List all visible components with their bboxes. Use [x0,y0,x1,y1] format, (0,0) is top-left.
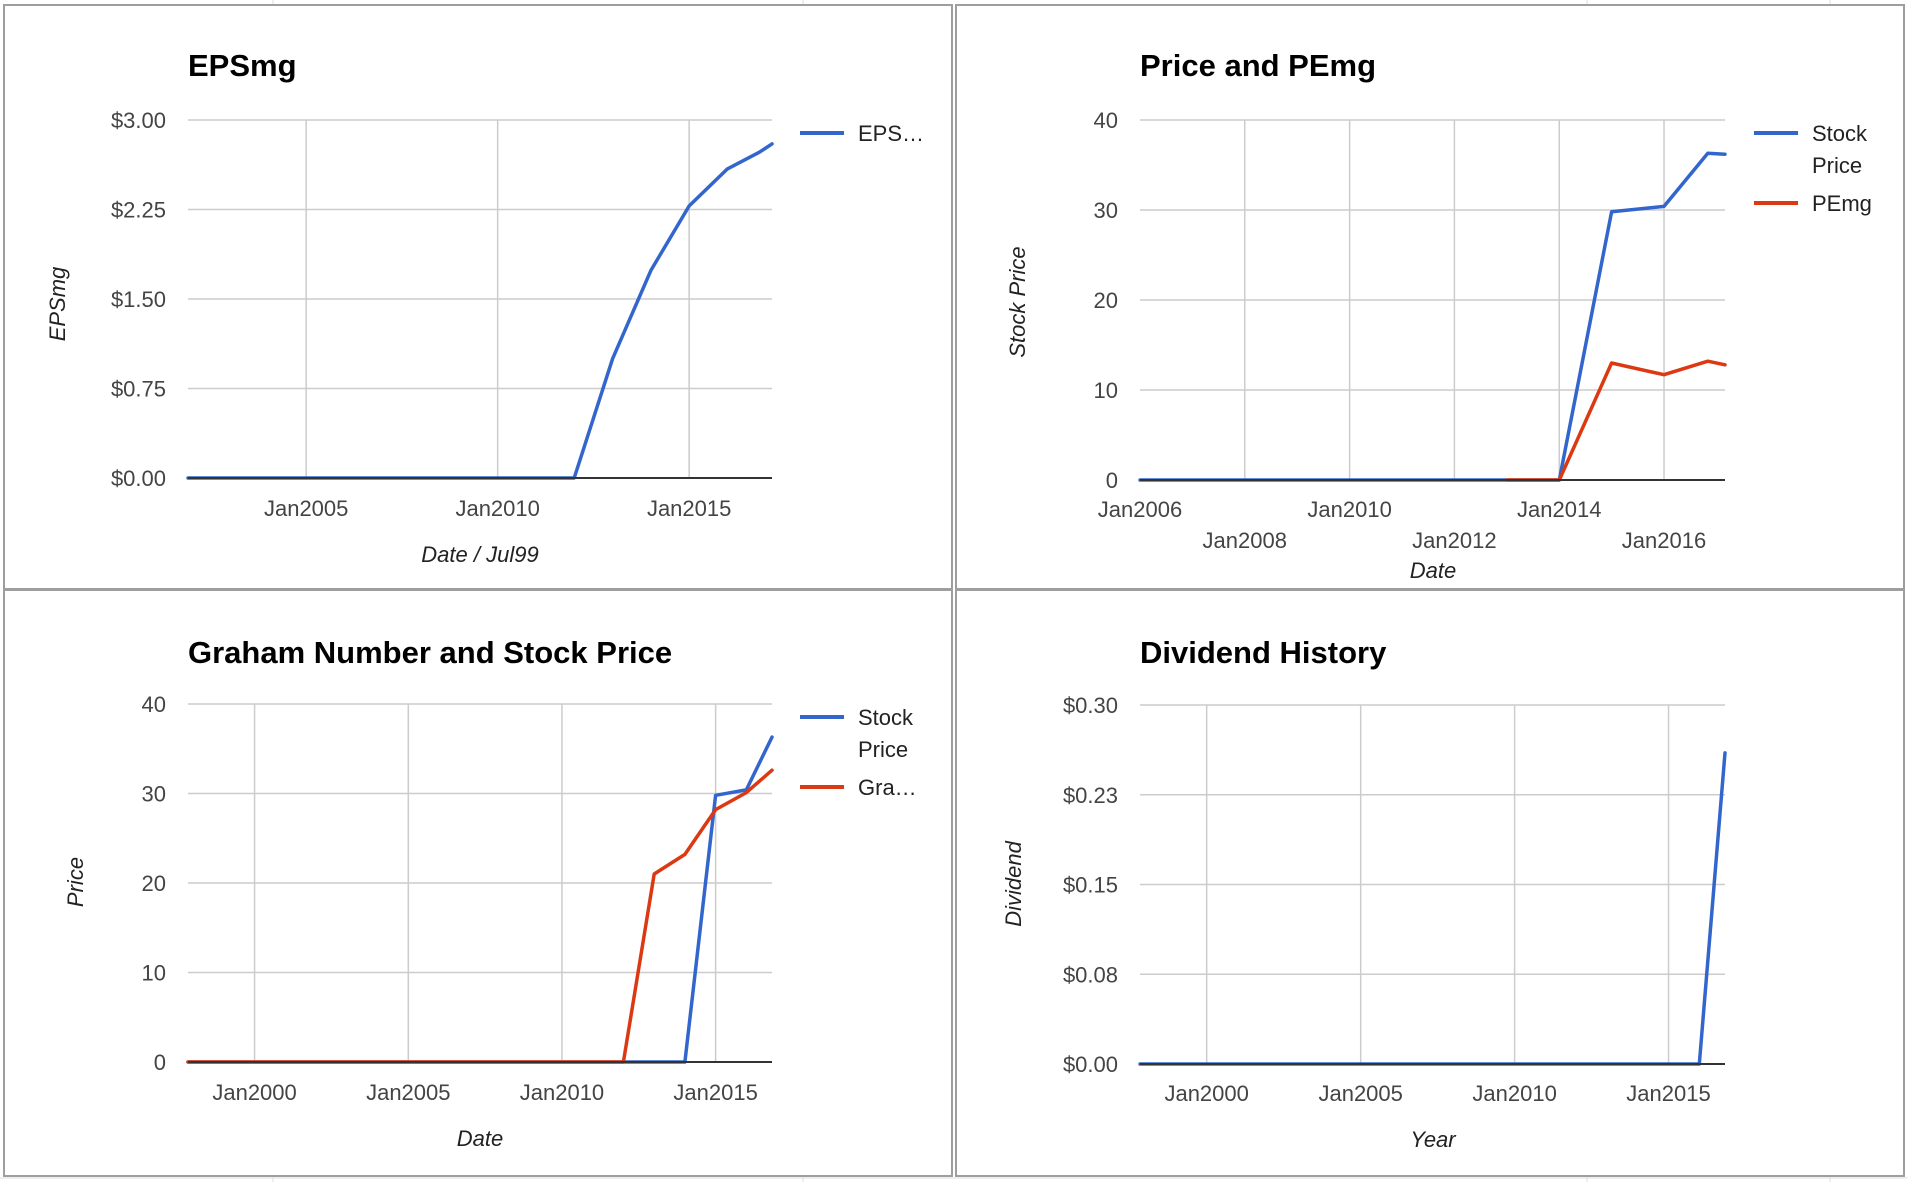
x-tick-label: Jan2005 [1318,1081,1402,1106]
y-axis-label: EPSmg [45,266,70,341]
dividend-chart: Dividend History $0.00 $0.08 $0.15 $0.23 $0.… [1001,635,1727,1152]
x-tick-label: Jan2012 [1412,528,1496,553]
y-axis-label: Price [63,857,88,907]
x-tick-label: Jan2014 [1517,497,1601,522]
chart-title: EPSmg [188,48,297,83]
y-tick-label: $0.00 [1063,1052,1118,1077]
y-tick-label: $0.30 [1063,693,1118,718]
x-tick-label: Jan2005 [366,1080,450,1105]
legend: Stock Price Gra… [800,705,917,800]
series-line [1138,751,1727,1066]
y-tick-label: 10 [1094,378,1118,403]
y-tick-label: $2.25 [111,198,166,223]
y-tick-label: 30 [142,782,166,807]
y-tick-label: 40 [142,692,166,717]
chart-panel-graham: Graham Number and Stock Price 0 10 20 30 40 … [3,589,953,1177]
x-tick-label: Jan2006 [1098,497,1182,522]
legend-label: PEmg [1812,191,1872,216]
chart-title: Price and PEmg [1140,48,1376,83]
x-axis-label: Date [1410,558,1456,583]
legend: Stock Price PEmg [1754,121,1872,216]
y-tick-label: $0.00 [111,466,166,491]
x-tick-label: Jan2016 [1622,528,1706,553]
legend-label: Stock Price [1812,121,1868,178]
series-line [1505,359,1727,482]
x-tick-label: Jan2008 [1203,528,1287,553]
chart-panel-epsmg: EPSmg $0.00 $0.75 $1.50 $2.25 $3.00 Jan2005 J… [3,4,953,590]
chart-panel-price-pemg: Price and PEmg 0 10 20 30 40 Jan2006 Jan2008 J… [955,4,1905,590]
y-tick-label: 30 [1094,198,1118,223]
y-tick-label: $3.00 [111,108,166,133]
y-tick-label: 0 [1106,468,1118,493]
series-line [186,735,774,1064]
chart-title: Dividend History [1140,635,1387,670]
y-tick-label: 20 [1094,288,1118,313]
y-tick-label: $0.15 [1063,873,1118,898]
legend-label: EPS… [858,121,924,146]
y-axis-label: Dividend [1001,840,1026,926]
graham-chart: Graham Number and Stock Price 010203040 … [63,635,917,1151]
x-tick-label: Jan2000 [212,1080,296,1105]
series-line [1138,151,1727,482]
y-tick-label: $0.75 [111,377,166,402]
y-tick-label: $0.08 [1063,962,1118,987]
price-pemg-chart: Price and PEmg 0 10 20 30 40 Jan2006 Jan2008 J… [1005,48,1872,583]
legend-label: Stock Price [858,705,914,762]
y-axis-label: Stock Price [1005,246,1030,357]
x-tick-label: Jan2015 [1626,1081,1710,1106]
legend: EPS… [800,121,924,146]
x-axis-label: Date / Jul99 [421,542,538,567]
x-tick-label: Jan2010 [455,496,539,521]
x-tick-label: Jan2010 [1307,497,1391,522]
chart-title: Graham Number and Stock Price [188,635,672,670]
epsmg-chart: EPSmg $0.00 $0.75 $1.50 $2.25 $3.00 Jan2005 J… [45,48,924,567]
x-axis-label: Year [1410,1127,1457,1152]
y-tick-label: 20 [142,871,166,896]
series-line [186,142,774,480]
y-tick-label: $1.50 [111,287,166,312]
x-tick-label: Jan2015 [673,1080,757,1105]
y-tick-label: 0 [154,1050,166,1075]
x-tick-label: Jan2010 [1472,1081,1556,1106]
x-tick-label: Jan2015 [647,496,731,521]
x-tick-label: Jan2000 [1164,1081,1248,1106]
y-tick-label: 40 [1094,108,1118,133]
chart-panel-dividend: Dividend History $0.00 $0.08 $0.15 $0.23 $0.… [955,589,1905,1177]
x-tick-label: Jan2005 [264,496,348,521]
series-line [186,768,774,1064]
y-tick-label: 10 [142,961,166,986]
x-axis-label: Date [457,1126,503,1151]
y-tick-label: $0.23 [1063,783,1118,808]
legend-label: Gra… [858,775,917,800]
x-tick-label: Jan2010 [520,1080,604,1105]
